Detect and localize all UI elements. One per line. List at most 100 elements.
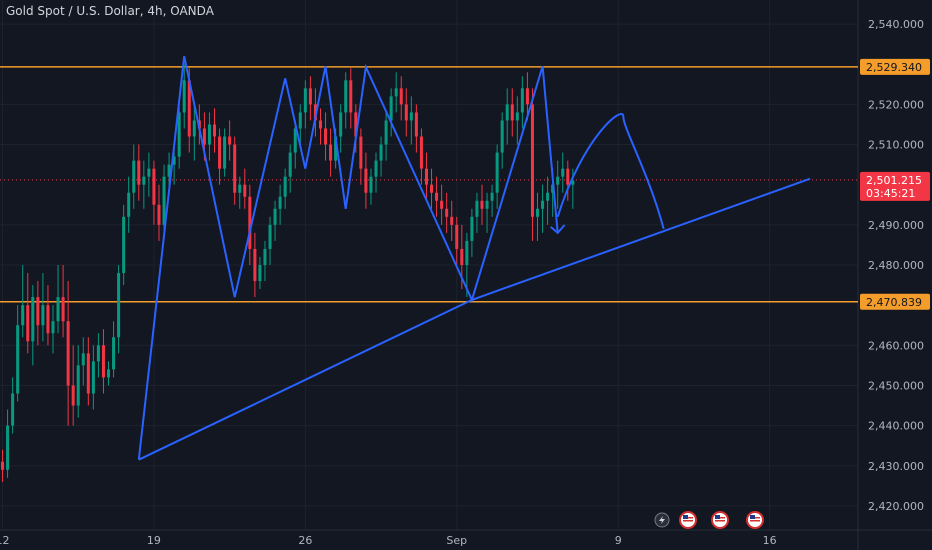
candle xyxy=(26,273,30,354)
candle-body xyxy=(530,104,534,217)
candle-body xyxy=(16,325,20,394)
time-axis[interactable]: 12 19 26 Sep 9 16 xyxy=(0,534,777,547)
candle xyxy=(142,160,146,209)
candle xyxy=(384,112,388,161)
candle-body xyxy=(91,361,95,394)
candle-body xyxy=(66,321,70,386)
us-flag-icon[interactable] xyxy=(711,511,729,529)
x-tick-label: 26 xyxy=(298,534,312,547)
us-flag-icon[interactable] xyxy=(679,511,697,529)
candle xyxy=(101,329,105,394)
candle xyxy=(46,285,50,346)
candle xyxy=(268,216,272,265)
y-tick-label: 2,490.000 xyxy=(868,219,924,232)
candle-body xyxy=(475,200,479,217)
candle xyxy=(112,321,116,378)
candle-body xyxy=(157,204,161,225)
candle-body xyxy=(228,136,232,145)
trendline[interactable] xyxy=(138,177,811,461)
price-axis[interactable]: 2,540.000 2,520.000 2,510.000 2,490.000 2,48… xyxy=(868,18,924,513)
level-tag-bg xyxy=(860,58,930,75)
candle xyxy=(318,108,323,145)
candle xyxy=(41,273,45,342)
candle-body xyxy=(167,164,171,177)
y-tick-label: 2,540.000 xyxy=(868,18,924,31)
candle-body xyxy=(172,156,176,165)
candle xyxy=(435,176,439,217)
candle xyxy=(96,333,100,378)
candle xyxy=(561,152,565,193)
candle-body xyxy=(162,176,166,225)
us-flag-icon[interactable] xyxy=(746,511,764,529)
candle-body xyxy=(414,112,418,137)
candle xyxy=(505,88,509,145)
candle-body xyxy=(455,224,459,249)
candle xyxy=(329,128,333,177)
candle-body xyxy=(288,152,292,177)
y-tick-label: 2,520.000 xyxy=(868,98,924,111)
horizontal-levels xyxy=(0,66,858,303)
candle xyxy=(223,128,227,177)
zigzag-line[interactable] xyxy=(137,55,559,460)
candle xyxy=(349,68,353,129)
candle-body xyxy=(26,305,30,342)
x-tick-label: Sep xyxy=(446,534,467,547)
candle xyxy=(520,76,524,129)
level-tag-text: 2,529.340 xyxy=(866,61,922,74)
candle-body xyxy=(409,112,413,121)
candle xyxy=(399,76,403,121)
x-tick-label: 19 xyxy=(147,534,161,547)
candle-body xyxy=(6,425,10,470)
candle xyxy=(303,80,307,129)
countdown-text: 03:45:21 xyxy=(866,187,915,200)
level-tag-bg xyxy=(860,293,930,310)
projection-arc[interactable] xyxy=(556,113,665,230)
candle-body xyxy=(379,144,383,161)
candle xyxy=(61,265,65,338)
y-tick-label: 2,510.000 xyxy=(868,139,924,152)
candle xyxy=(192,104,196,161)
candle xyxy=(298,104,302,145)
candle xyxy=(147,152,151,197)
flash-icon[interactable] xyxy=(654,512,670,528)
candle xyxy=(182,64,186,129)
candle xyxy=(258,256,262,290)
candle-body xyxy=(187,80,191,137)
candle-body xyxy=(127,192,131,217)
candle xyxy=(490,184,494,217)
candle xyxy=(409,96,413,145)
candle xyxy=(450,200,454,241)
candle-body xyxy=(202,128,206,145)
candle xyxy=(455,216,459,265)
candle-body xyxy=(364,168,368,193)
candle-body xyxy=(430,184,434,193)
economic-events[interactable] xyxy=(654,511,764,529)
candle-body xyxy=(419,136,423,169)
candle xyxy=(556,160,560,209)
candle-body xyxy=(485,200,489,209)
candle-body xyxy=(51,321,55,334)
candle-body xyxy=(561,168,565,177)
candle-body xyxy=(192,120,196,137)
candle-body xyxy=(81,353,85,366)
candle xyxy=(530,88,534,241)
candle xyxy=(16,305,20,402)
candle xyxy=(278,184,282,225)
level-price-tag[interactable]: 2,470.839 xyxy=(860,293,930,310)
candle-body xyxy=(546,192,550,201)
candle-body xyxy=(137,160,141,185)
candle xyxy=(440,184,444,225)
candle-body xyxy=(515,112,519,121)
candle xyxy=(283,168,287,209)
candle xyxy=(339,104,343,153)
candle-body xyxy=(525,88,529,105)
candle-body xyxy=(152,168,156,205)
candle-body xyxy=(258,265,262,282)
level-price-tag[interactable]: 2,529.340 xyxy=(860,58,930,75)
level-tag-text: 2,470.839 xyxy=(866,296,922,309)
candle-body xyxy=(147,168,151,177)
